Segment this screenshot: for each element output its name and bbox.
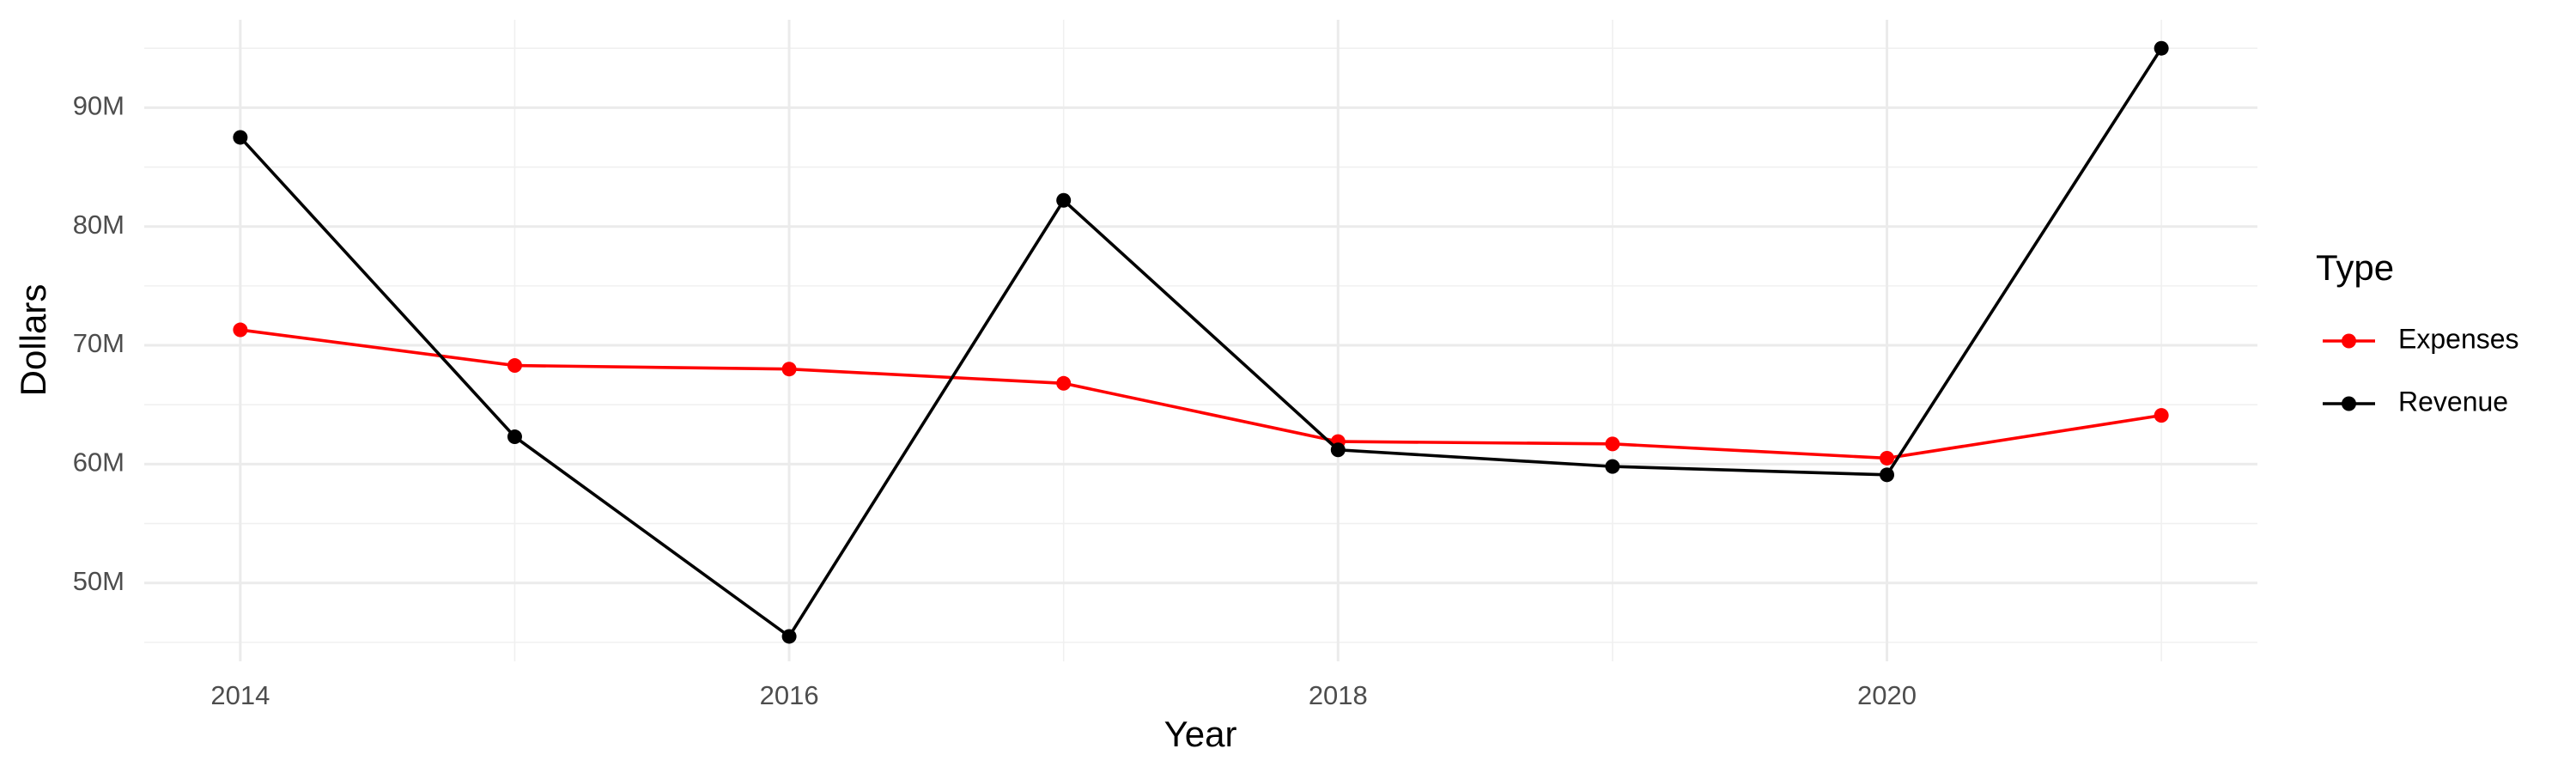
data-point xyxy=(1880,450,1895,466)
data-point xyxy=(2154,408,2169,423)
y-tick-label: 90M xyxy=(73,91,125,121)
data-point xyxy=(233,130,248,145)
plot-area xyxy=(233,40,2169,644)
data-point xyxy=(1056,192,1072,208)
data-point xyxy=(507,358,522,374)
y-tick-label: 50M xyxy=(73,566,125,596)
legend-label: Expenses xyxy=(2398,323,2519,354)
legend: Type Expenses Revenue xyxy=(2316,247,2519,417)
legend-marker xyxy=(2342,396,2356,411)
data-point xyxy=(781,362,797,377)
x-tick-label: 2020 xyxy=(1857,680,1917,710)
legend-marker xyxy=(2342,333,2356,349)
x-tick-label: 2014 xyxy=(210,680,270,710)
y-tick-label: 70M xyxy=(73,328,125,358)
legend-label: Revenue xyxy=(2398,386,2508,417)
x-tick-label: 2016 xyxy=(760,680,819,710)
data-point xyxy=(1605,459,1620,474)
data-point xyxy=(781,629,797,644)
x-axis-title: Year xyxy=(1164,714,1237,754)
data-point xyxy=(1880,467,1895,483)
data-point xyxy=(1330,442,1346,458)
y-tick-label: 80M xyxy=(73,210,125,240)
data-point xyxy=(1605,436,1620,452)
grid xyxy=(144,20,2257,661)
series-line xyxy=(240,328,2162,460)
data-point xyxy=(507,429,522,445)
x-tick-label: 2018 xyxy=(1309,680,1368,710)
data-point xyxy=(2154,40,2169,56)
series-line xyxy=(239,47,2163,639)
data-point xyxy=(1056,375,1072,391)
y-axis-title: Dollars xyxy=(13,284,53,397)
data-point xyxy=(233,322,248,338)
y-tick-label: 60M xyxy=(73,447,125,478)
legend-title: Type xyxy=(2316,247,2394,288)
